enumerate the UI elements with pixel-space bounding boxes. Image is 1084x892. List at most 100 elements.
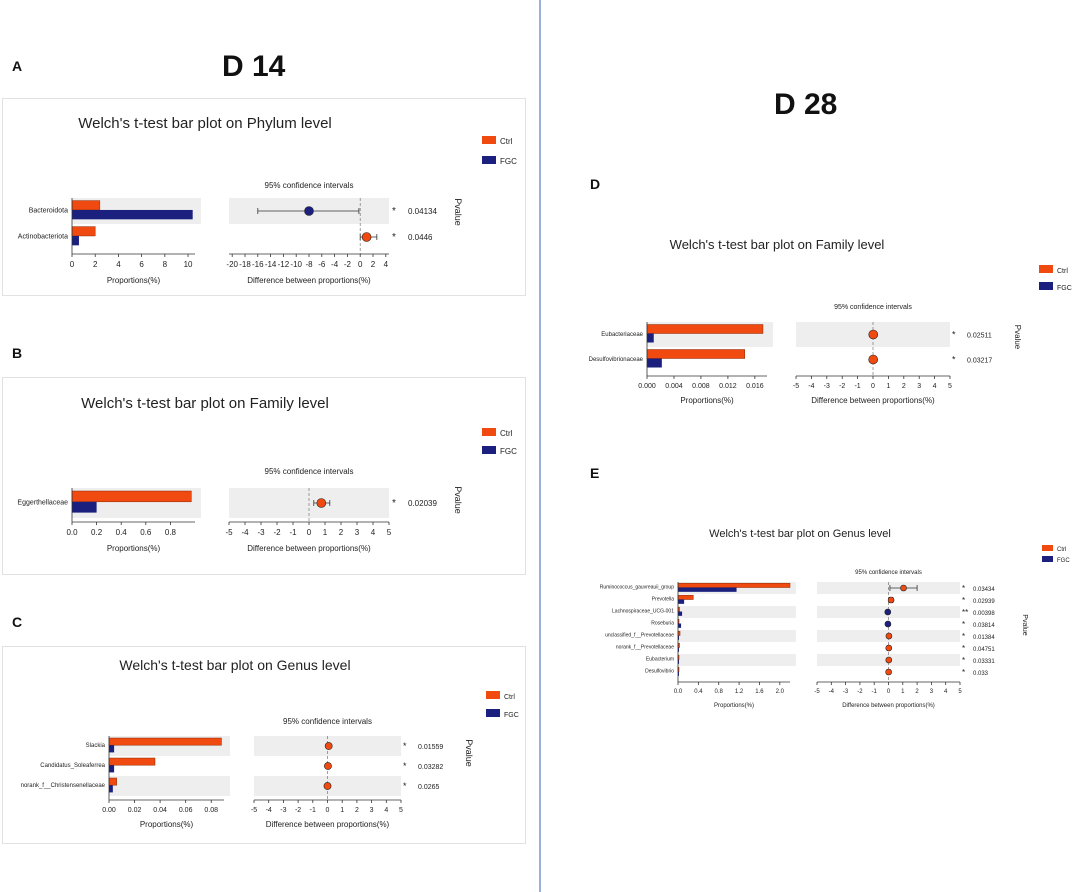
ci-tick-label: 3 [355,528,360,537]
bar-ctrl [677,582,791,588]
category-label: Lachnospiraceae_UCG-001 [612,609,674,615]
legend-label: Ctrl [500,429,513,438]
legend-label: FGC [500,447,517,456]
ci-tick-label: -4 [829,689,835,695]
bar-fgc [109,745,115,753]
significance-star: * [403,781,407,791]
bar-ctrl [108,757,156,766]
bar-ctrl [677,594,694,600]
ci-tick-label: 4 [371,528,376,537]
panel-letter-c: C [12,614,23,630]
legend-label: Ctrl [1057,547,1066,553]
ci-point [361,232,372,242]
pvalue: 0.00398 [973,611,995,617]
significance-star: * [952,330,956,340]
prop-tick-label: 0.4 [116,528,128,537]
ci-tick-label: 1 [901,689,905,695]
category-label: Desulfovibrionaceae [589,357,644,363]
significance-star: * [403,741,407,751]
bar-ctrl [646,349,746,359]
ci-point [868,329,879,340]
prop-tick-label: 0.6 [140,528,152,537]
pvalue: 0.0446 [408,233,433,242]
ci-tick-label: -1 [310,807,316,814]
row-band [678,606,796,618]
legend-label: Ctrl [500,137,513,146]
ci-tick-label: -4 [241,528,249,537]
bar-fgc [72,501,97,513]
panel-a-frame [2,98,526,296]
legend-label: Ctrl [504,694,515,701]
pvalue: 0.03282 [418,764,443,771]
prop-tick-label: 0.2 [91,528,103,537]
ci-tick-label: 0 [307,528,312,537]
ci-title: 95% confidence intervals [265,181,354,190]
prop-tick-label: 8 [163,260,168,269]
legend-swatch [482,156,496,164]
prop-tick-label: 0.012 [719,383,737,390]
prop-axis-label: Proportions(%) [140,820,194,829]
ci-point [324,742,333,750]
legend-label: FGC [504,712,519,719]
ci-point [885,668,892,676]
significance-star: ** [962,608,968,617]
ci-point [885,656,893,664]
bar-ctrl [646,324,764,334]
ci-tick-label: 0 [326,807,330,814]
ci-title: 95% confidence intervals [834,304,912,311]
chart-title: Welch's t-test bar plot on Genus level [119,657,350,673]
legend-label: FGC [500,157,517,166]
chart-title: Welch's t-test bar plot on Genus level [709,528,891,540]
ci-tick-label: 4 [944,689,948,695]
pvalue: 0.01559 [418,744,443,751]
category-label: Eubacteriaceae [601,332,643,338]
ci-point [885,644,893,652]
bar-fgc [647,333,654,343]
chart-title: Welch's t-test bar plot on Family level [670,237,885,252]
panel-letter-e: E [590,465,600,481]
significance-star: * [403,761,407,771]
legend-swatch [1039,282,1053,290]
pvalue: 0.02511 [967,333,992,340]
ci-point [323,782,332,790]
ci-tick-label: 0 [358,260,363,269]
ci-tick-label: 1 [886,383,890,390]
bar-fgc [678,599,685,604]
ci-tick-label: -8 [305,260,313,269]
ci-tick-label: -2 [273,528,281,537]
ci-tick-label: -1 [854,383,860,390]
category-label: Prevotella [652,597,674,603]
ci-tick-label: -3 [843,689,849,695]
ci-tick-label: -18 [239,260,251,269]
category-label: Desulfovibrio [645,669,674,675]
prop-tick-label: 0.08 [204,807,218,814]
ci-tick-label: -4 [266,807,272,814]
pvalue: 0.01384 [973,635,995,641]
pvalue: 0.03217 [967,358,992,365]
ci-tick-label: -3 [824,383,830,390]
prop-tick-label: 2.0 [776,689,785,695]
significance-star: * [962,656,965,665]
bar-fgc [678,659,679,664]
ci-axis-label: Difference between proportions(%) [842,703,935,709]
ci-tick-label: -5 [793,383,799,390]
prop-tick-label: 4 [116,260,121,269]
legend-swatch [482,136,496,144]
ci-tick-label: -1 [289,528,297,537]
prop-tick-label: 6 [139,260,144,269]
category-label: Actinobacteriota [18,233,68,240]
bar-fgc [678,647,679,652]
significance-star: * [962,632,965,641]
ci-tick-label: 1 [323,528,328,537]
legend-swatch [482,446,496,454]
category-label: Eubacterium [646,657,674,663]
column-divider [539,0,541,892]
pvalue-axis-label: Pvalue [1021,614,1028,636]
legend-label: Ctrl [1057,268,1068,275]
ci-tick-label: -5 [225,528,233,537]
ci-axis-label: Difference between proportions(%) [247,544,371,553]
prop-tick-label: 0.004 [665,383,683,390]
ci-point [884,608,892,616]
chart-genus-d14: Welch's t-test bar plot on Genus level Ct… [21,657,519,829]
bar-ctrl [108,777,117,786]
